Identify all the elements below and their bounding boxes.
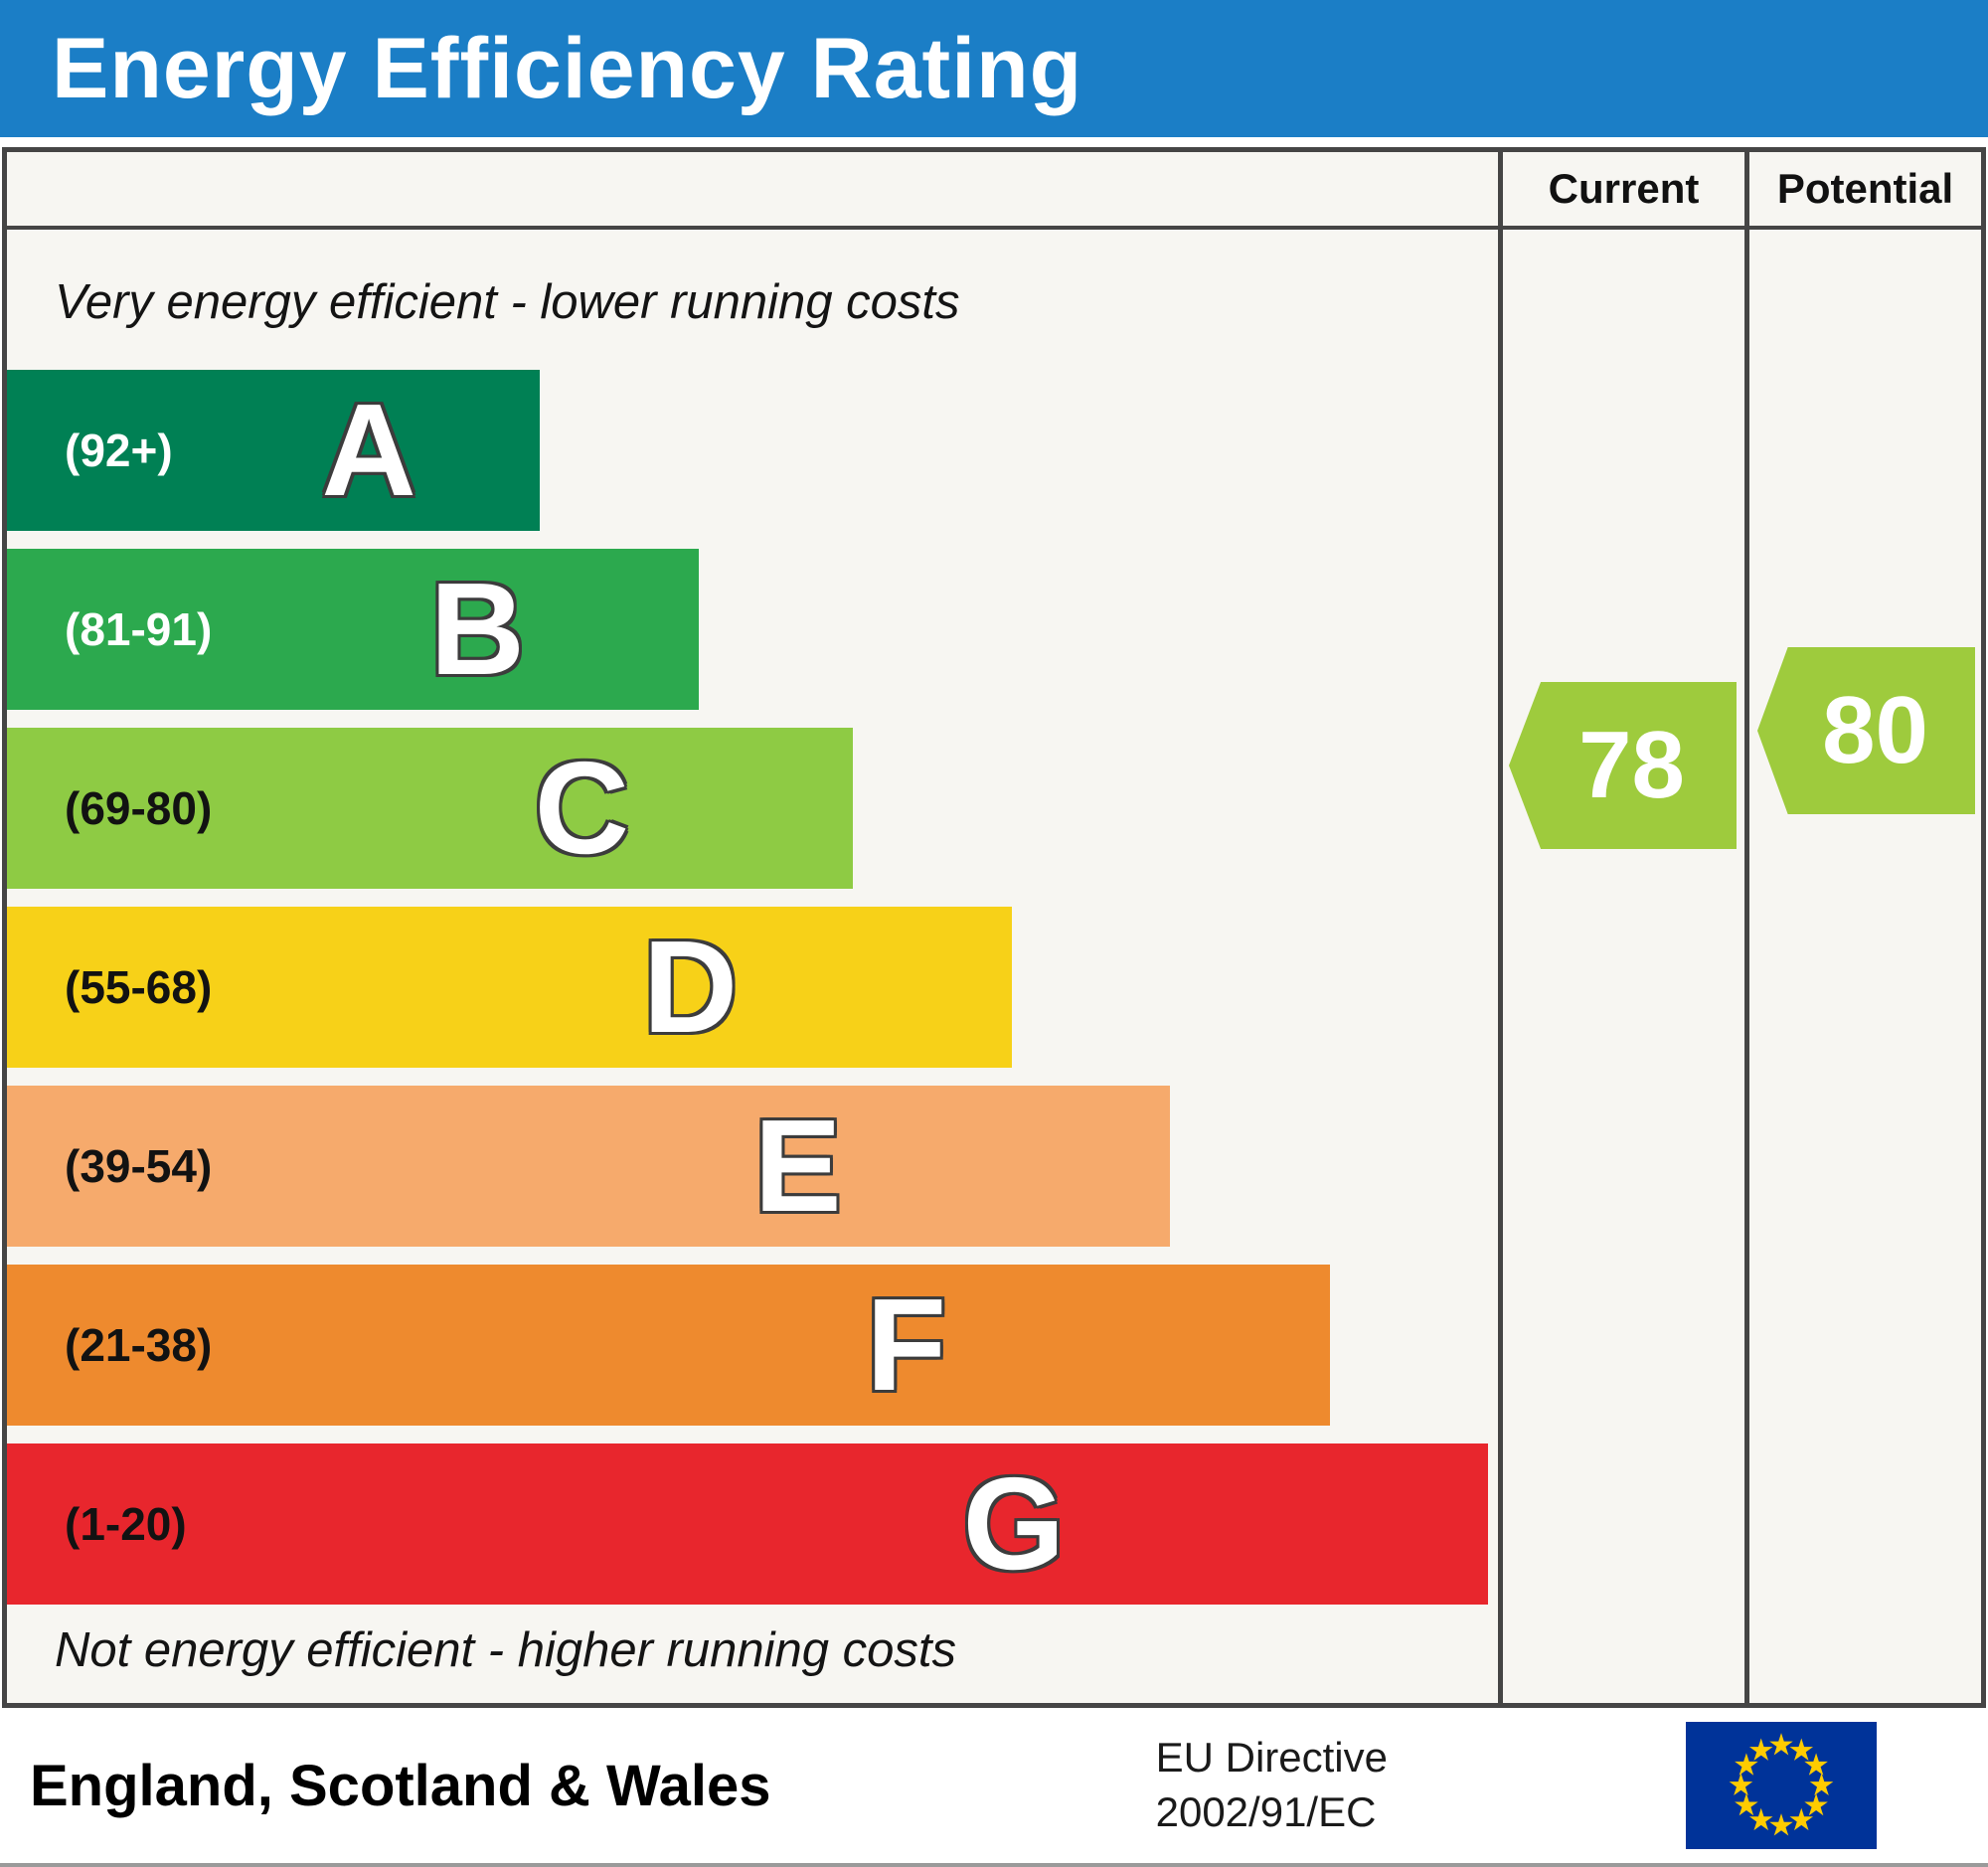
potential-rating-value: 80 xyxy=(1822,677,1928,783)
band-bar-e: (39-54) E xyxy=(7,1086,1170,1247)
band-bar-g: (1-20) G xyxy=(7,1443,1488,1605)
band-range-label: (81-91) xyxy=(65,603,213,655)
current-rating-value: 78 xyxy=(1578,712,1685,818)
band-letter: D xyxy=(642,914,739,1060)
current-rating-arrow: 78 xyxy=(1509,682,1737,849)
band-row-e: (39-54) E xyxy=(7,1086,1498,1247)
potential-rating-cell: 80 xyxy=(1744,230,1981,1703)
scale-header-spacer xyxy=(7,152,1498,230)
band-letter: F xyxy=(866,1272,947,1418)
band-row-c: (69-80) C xyxy=(7,728,1498,889)
footer: England, Scotland & Wales EU Directive 2… xyxy=(0,1708,1988,1867)
current-rating-cell: 78 xyxy=(1498,230,1744,1703)
band-bar-b: (81-91) B xyxy=(7,549,699,710)
band-bar-f: (21-38) F xyxy=(7,1265,1330,1426)
band-row-g: (1-20) G xyxy=(7,1443,1498,1605)
band-range-label: (39-54) xyxy=(65,1140,213,1192)
region-label: England, Scotland & Wales xyxy=(30,1753,771,1818)
band-row-a: (92+) A xyxy=(7,370,1498,531)
band-bar-a: (92+) A xyxy=(7,370,540,531)
band-range-label: (1-20) xyxy=(65,1498,187,1550)
band-letter: A xyxy=(321,377,416,523)
band-range-label: (21-38) xyxy=(65,1319,213,1371)
potential-column-label: Potential xyxy=(1776,165,1954,212)
band-letter: G xyxy=(962,1450,1066,1597)
band-bar-d: (55-68) D xyxy=(7,907,1012,1068)
top-note: Very energy efficient - lower running co… xyxy=(55,275,960,329)
band-row-d: (55-68) D xyxy=(7,907,1498,1068)
page-title: Energy Efficiency Rating xyxy=(52,20,1083,116)
potential-rating-arrow: 80 xyxy=(1757,647,1975,814)
title-bar: Energy Efficiency Rating xyxy=(0,0,1988,137)
band-letter: B xyxy=(429,556,525,702)
current-column-header: Current xyxy=(1498,152,1744,230)
eu-flag-icon xyxy=(1686,1722,1877,1849)
band-range-label: (55-68) xyxy=(65,961,213,1013)
band-letter: C xyxy=(534,735,629,881)
current-column-label: Current xyxy=(1548,165,1700,212)
band-range-label: (92+) xyxy=(65,424,173,476)
eu-directive-line2: 2002/91/EC xyxy=(1155,1788,1377,1835)
band-row-f: (21-38) F xyxy=(7,1265,1498,1426)
rating-chart: Current Potential Very energy efficient … xyxy=(2,147,1986,1708)
eu-directive-line1: EU Directive xyxy=(1155,1734,1388,1782)
bottom-note: Not energy efficient - higher running co… xyxy=(55,1623,956,1677)
band-scale: Very energy efficient - lower running co… xyxy=(7,230,1498,1703)
band-bar-c: (69-80) C xyxy=(7,728,853,889)
band-letter: E xyxy=(753,1093,842,1239)
band-range-label: (69-80) xyxy=(65,782,213,834)
potential-column-header: Potential xyxy=(1744,152,1981,230)
eu-directive-label: EU Directive 2002/91/EC xyxy=(1156,1731,1388,1839)
band-row-b: (81-91) B xyxy=(7,549,1498,710)
